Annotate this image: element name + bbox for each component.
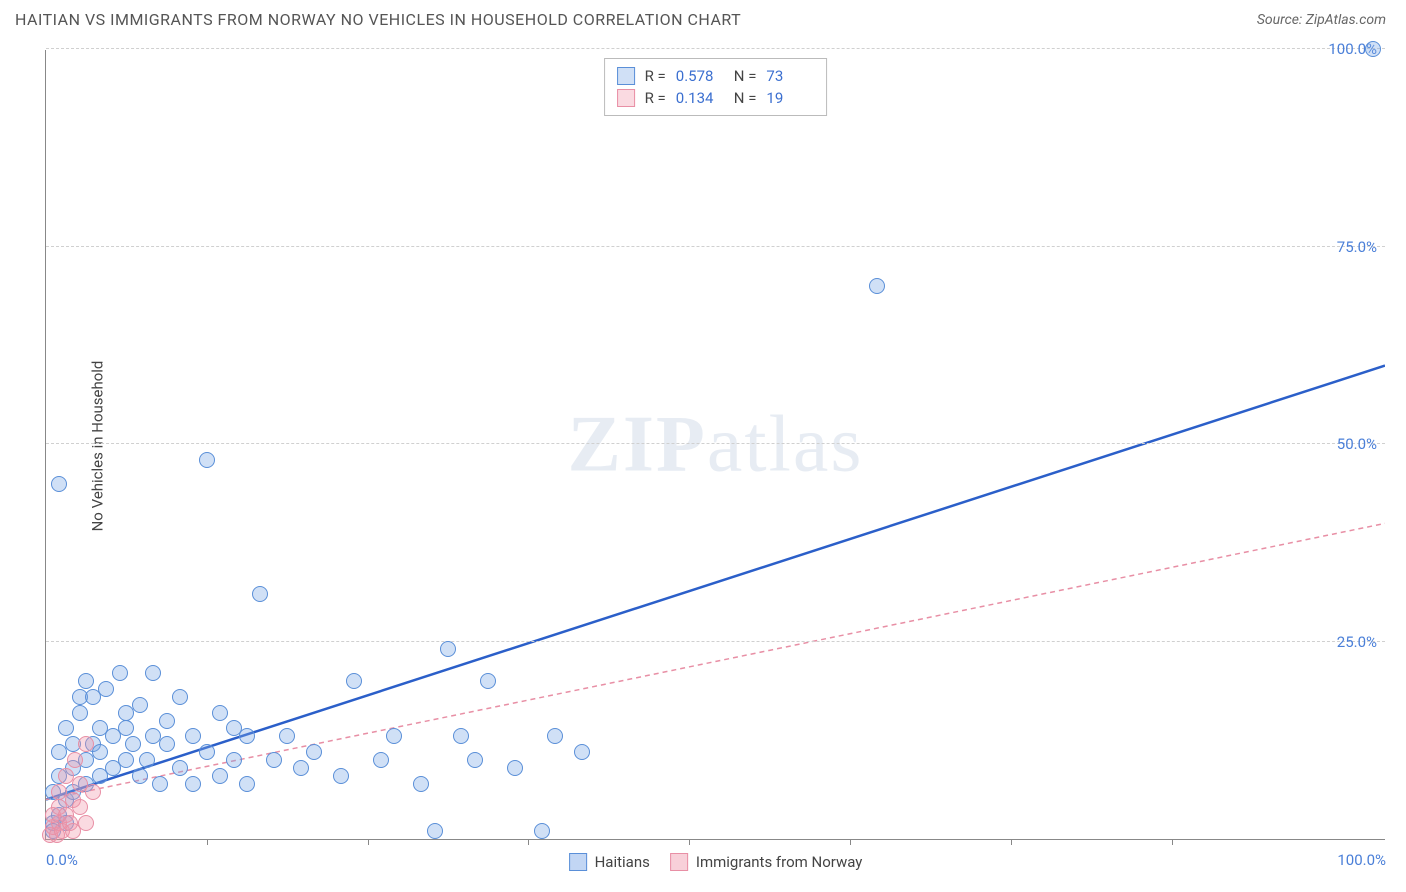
data-point [139,752,155,768]
data-point [85,784,101,800]
data-point [869,278,885,294]
x-tick-label-right: 100.0% [1337,851,1386,869]
legend-swatch [617,67,635,85]
x-tick [1172,839,1173,845]
data-point [199,744,215,760]
stat-n-value: 73 [766,67,814,85]
y-tick-label: 25.0% [1337,633,1377,651]
data-point [125,736,141,752]
data-point [185,776,201,792]
data-point [72,705,88,721]
data-point [386,728,402,744]
plot-area: ZIPatlas R = 0.578N = 73R = 0.134N = 19 … [45,50,1385,840]
legend-swatch [670,853,688,871]
data-point [507,760,523,776]
data-point [252,586,268,602]
stat-r-label: R = [645,67,666,85]
legend-item: Haitians [569,853,650,871]
stat-r-value: 0.578 [676,67,724,85]
watermark-light: atlas [707,400,864,488]
data-point [534,823,550,839]
legend-item: Immigrants from Norway [670,853,863,871]
legend-swatch [569,853,587,871]
x-tick [207,839,208,845]
data-point [98,681,114,697]
y-tick-label: 75.0% [1337,238,1377,256]
data-point [58,720,74,736]
data-point [413,776,429,792]
stat-r-label: R = [645,89,666,107]
data-point [467,752,483,768]
data-point [212,768,228,784]
legend-label: Immigrants from Norway [696,853,863,871]
data-point [279,728,295,744]
trend-lines [46,50,1385,839]
bottom-legend: Haitians Immigrants from Norway [569,853,863,871]
data-point [453,728,469,744]
header: HAITIAN VS IMMIGRANTS FROM NORWAY NO VEH… [0,0,1406,34]
stats-legend-box: R = 0.578 N = 73 R = 0.134 N = 19 [604,58,828,116]
data-point [118,752,134,768]
chart-title: HAITIAN VS IMMIGRANTS FROM NORWAY NO VEH… [15,10,741,29]
data-point [574,744,590,760]
data-point [78,815,94,831]
watermark-bold: ZIP [568,400,707,488]
data-point [159,736,175,752]
data-point [51,476,67,492]
source-attribution: Source: ZipAtlas.com [1257,12,1386,28]
data-point [212,705,228,721]
data-point [346,673,362,689]
data-point [547,728,563,744]
data-point [118,720,134,736]
data-point [333,768,349,784]
data-point [480,673,496,689]
data-point [152,776,168,792]
data-point [132,697,148,713]
data-point [72,799,88,815]
data-point [1365,41,1381,57]
data-point [78,736,94,752]
data-point [112,665,128,681]
data-point [199,452,215,468]
data-point [266,752,282,768]
x-tick [850,839,851,845]
x-tick [528,839,529,845]
watermark: ZIPatlas [568,399,864,490]
data-point [427,823,443,839]
stats-row: R = 0.578 N = 73 [617,65,815,87]
data-point [373,752,389,768]
data-point [185,728,201,744]
x-tick [1011,839,1012,845]
data-point [159,713,175,729]
data-point [306,744,322,760]
stat-n-value: 19 [766,89,814,107]
x-tick-label-left: 0.0% [46,851,78,869]
stats-row: R = 0.134 N = 19 [617,87,815,109]
stat-n-label: N = [734,67,757,85]
stat-n-label: N = [734,89,757,107]
y-tick-label: 50.0% [1337,435,1377,453]
data-point [293,760,309,776]
data-point [67,752,83,768]
data-point [92,744,108,760]
data-point [145,665,161,681]
grid-line [46,641,1385,642]
data-point [226,752,242,768]
data-point [132,768,148,784]
data-point [78,673,94,689]
data-point [440,641,456,657]
data-point [239,728,255,744]
stat-r-value: 0.134 [676,89,724,107]
grid-line [46,443,1385,444]
x-tick [368,839,369,845]
data-point [172,689,188,705]
data-point [239,776,255,792]
legend-label: Haitians [595,853,650,871]
data-point [172,760,188,776]
x-tick [689,839,690,845]
legend-swatch [617,89,635,107]
grid-line [46,48,1385,49]
grid-line [46,246,1385,247]
